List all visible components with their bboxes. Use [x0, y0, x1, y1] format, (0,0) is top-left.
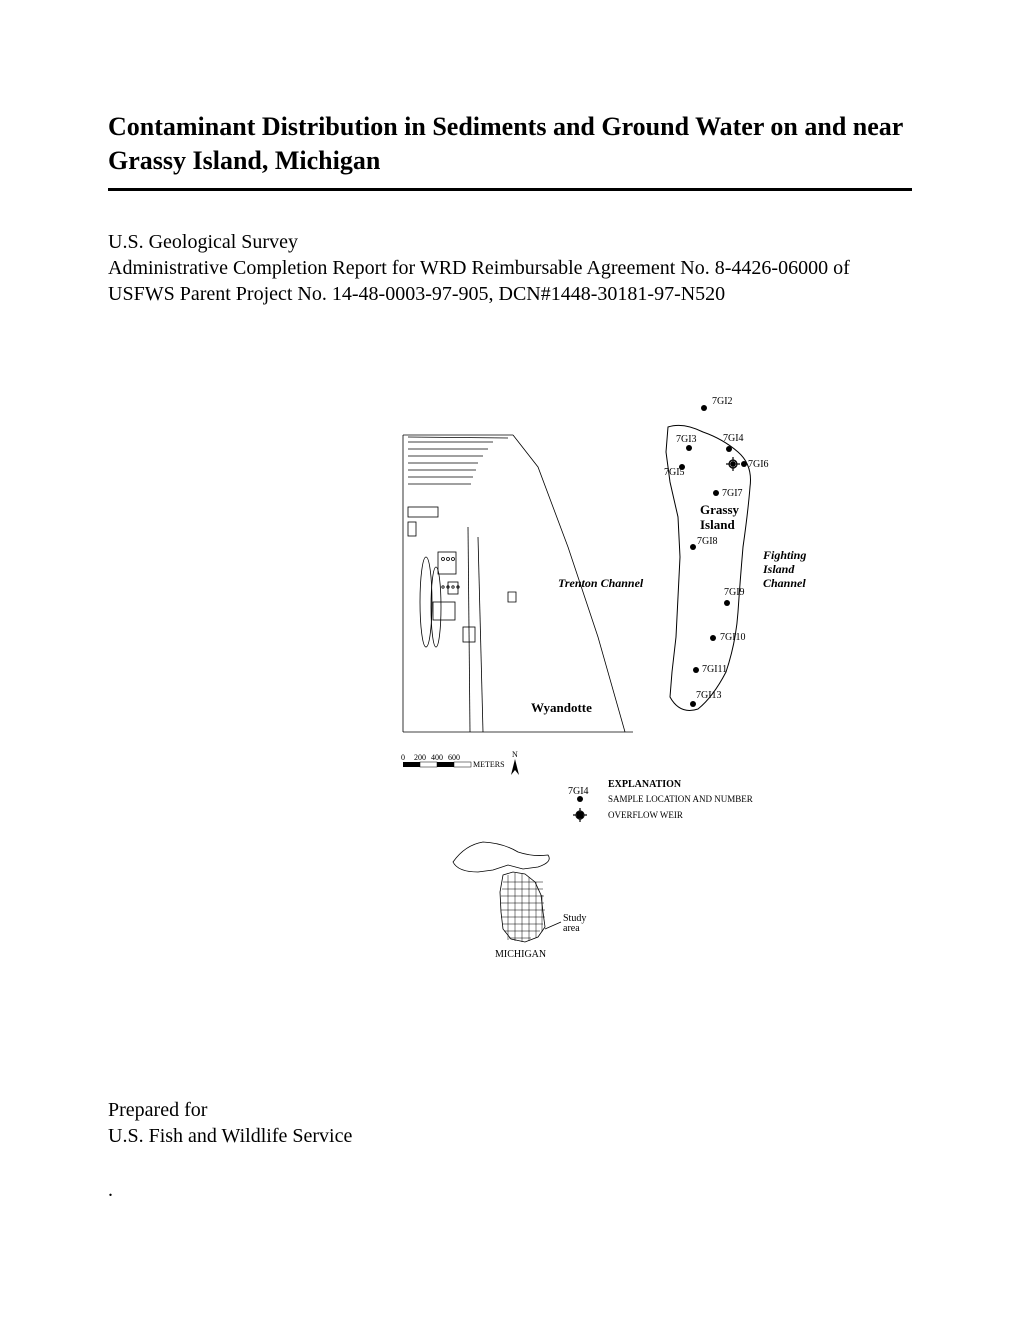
svg-text:MICHIGAN: MICHIGAN [495, 949, 546, 960]
prepared-for-label: Prepared for [108, 1097, 912, 1123]
sample-label: 7GI13 [696, 690, 722, 701]
svg-text:METERS: METERS [473, 760, 505, 769]
svg-text:7GI4: 7GI4 [568, 786, 589, 797]
explanation: EXPLANATION 7GI4 SAMPLE LOCATION AND NUM… [568, 779, 753, 822]
sample-label: 7GI5 [664, 467, 685, 478]
michigan-inset: Study area MICHIGAN [453, 842, 586, 960]
sample-label: 7GI10 [720, 632, 746, 643]
sample-point [693, 667, 699, 673]
sample-point [726, 446, 732, 452]
prepared-for-org: U.S. Fish and Wildlife Service [108, 1123, 912, 1149]
svg-text:SAMPLE LOCATION AND NUMBER: SAMPLE LOCATION AND NUMBER [608, 794, 753, 804]
grassy-label2: Island [700, 517, 735, 532]
report-line-1: Administrative Completion Report for WRD… [108, 255, 912, 281]
svg-text:EXPLANATION: EXPLANATION [608, 779, 682, 790]
sample-label: 7GI4 [723, 433, 744, 444]
sample-point [741, 461, 747, 467]
title-rule [108, 188, 912, 191]
sample-label: 7GI9 [724, 587, 745, 598]
sample-point [713, 490, 719, 496]
svg-text:area: area [563, 923, 580, 934]
sample-point [686, 445, 692, 451]
svg-text:400: 400 [431, 753, 443, 762]
page-title: Contaminant Distribution in Sediments an… [108, 110, 912, 178]
scale-bar: 0 200 400 600 METERS [401, 753, 505, 769]
sample-label: 7GI6 [748, 459, 769, 470]
study-map: 0 200 400 600 METERS N EXPLANATION 7GI4 … [308, 337, 848, 977]
sample-point [690, 701, 696, 707]
svg-text:600: 600 [448, 753, 460, 762]
fighting-label2: Island [762, 562, 795, 576]
overflow-weir [726, 457, 740, 471]
svg-text:200: 200 [414, 753, 426, 762]
sample-label: 7GI3 [676, 434, 697, 445]
sample-point [710, 635, 716, 641]
sample-label: 7GI11 [702, 664, 727, 675]
svg-text:0: 0 [401, 753, 405, 762]
sample-point [724, 600, 730, 606]
sample-label: 7GI2 [712, 396, 733, 407]
trenton-label: Trenton Channel [558, 576, 644, 590]
sample-point [701, 405, 707, 411]
grassy-label: Grassy [700, 502, 740, 517]
stray-period: . [108, 1179, 912, 1202]
sample-label: 7GI7 [722, 488, 743, 499]
svg-text:OVERFLOW WEIR: OVERFLOW WEIR [608, 810, 683, 820]
north-arrow: N [511, 750, 519, 775]
org-line: U.S. Geological Survey [108, 229, 912, 255]
report-line-2: USFWS Parent Project No. 14-48-0003-97-9… [108, 281, 912, 307]
wyandotte-label: Wyandotte [531, 700, 592, 715]
fighting-label1: Fighting [762, 548, 806, 562]
sample-point [690, 544, 696, 550]
svg-text:N: N [512, 750, 518, 759]
sample-label: 7GI8 [697, 536, 718, 547]
fighting-label3: Channel [763, 576, 806, 590]
